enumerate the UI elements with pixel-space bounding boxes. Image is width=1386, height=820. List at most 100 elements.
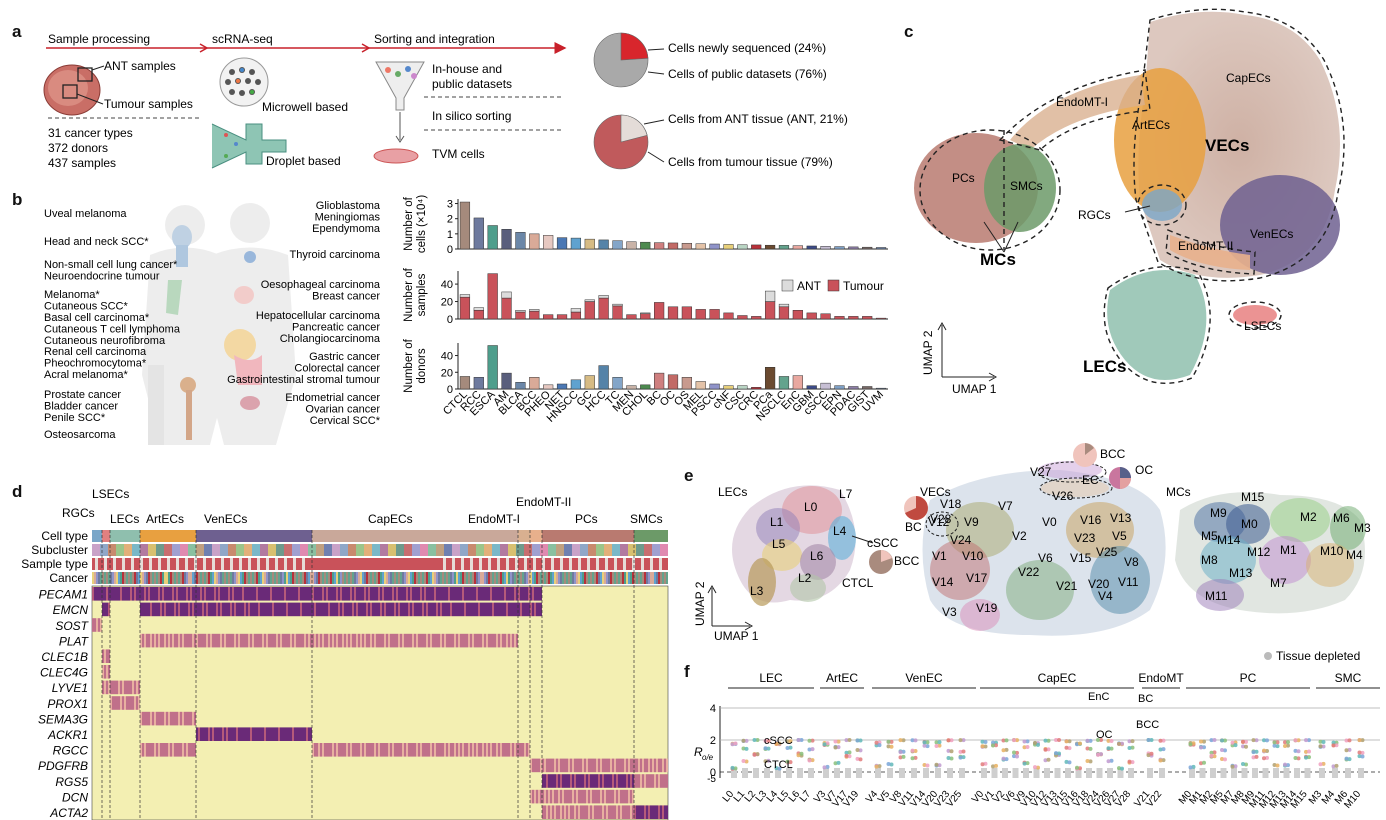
cancer-cell: [582, 572, 584, 584]
sampletype-cell: [662, 558, 665, 570]
subcluster-cell: [588, 544, 596, 556]
celltype-bar: [102, 530, 110, 542]
heatmap-cell: [258, 633, 260, 648]
cancer-cell: [508, 572, 510, 584]
vec-cluster-label: V24: [950, 533, 972, 547]
heatmap-cell: [324, 602, 326, 617]
roe-point: [1015, 738, 1019, 743]
roe-point: [1012, 738, 1016, 743]
bar: [792, 375, 803, 390]
sampletype-cell: [215, 558, 218, 570]
cancer-cell: [358, 572, 360, 584]
sampletype-cell: [149, 558, 152, 570]
heatmap-cell: [306, 633, 308, 648]
roe-point: [1318, 762, 1323, 767]
heatmap-cell: [558, 789, 560, 804]
sampletype-cell: [281, 558, 284, 570]
droplet-label: Droplet based: [266, 154, 341, 168]
roe-point: [913, 748, 918, 753]
depleted-bar: [845, 768, 851, 778]
cancer-cell: [330, 572, 332, 584]
roe-point: [1120, 741, 1124, 746]
bar-tumour: [640, 313, 651, 320]
heatmap-cell: [314, 602, 316, 617]
heatmap-cell: [548, 789, 550, 804]
cancer-label-left: Uveal melanoma: [44, 208, 127, 220]
heatmap-cell: [164, 602, 166, 617]
heatmap-cell: [510, 602, 512, 617]
heatmap-cell: [272, 602, 274, 617]
heatmap-cell: [418, 743, 420, 757]
heatmap-cell: [140, 711, 142, 726]
roe-point: [1075, 742, 1079, 747]
subcluster-cell: [484, 544, 492, 556]
roe-point: [1209, 738, 1214, 743]
cancer-cell: [190, 572, 192, 584]
sampletype-cell: [350, 558, 353, 570]
vec-cluster-label: V16: [1080, 513, 1102, 527]
cancer-cell: [534, 572, 536, 584]
heatmap-cell: [514, 587, 516, 601]
cancer-cell: [338, 572, 340, 584]
gene-label: RGS5: [55, 775, 88, 789]
bar-ant: [501, 291, 512, 299]
heatmap-cell: [604, 758, 606, 773]
heatmap-cell: [154, 587, 156, 601]
heatmap-cell: [214, 633, 216, 648]
heatmap-cell: [460, 602, 462, 617]
subcluster-cell: [220, 544, 228, 556]
mc-cluster-label: M15: [1241, 490, 1265, 504]
heatmap-cell: [444, 633, 446, 648]
heatmap-cell: [284, 633, 286, 648]
heatmap-cell: [630, 805, 632, 819]
roe-point: [1064, 739, 1069, 744]
mc-cluster-label: M6: [1333, 511, 1350, 525]
heatmap-cell: [288, 602, 290, 617]
cancer-cell: [172, 572, 174, 584]
heatmap-cell: [208, 587, 210, 601]
heatmap-cell: [104, 649, 106, 663]
heatmap-cell: [624, 789, 626, 804]
heatmap-cell: [410, 602, 412, 617]
roe-point: [796, 753, 801, 758]
cancer-label-left: Prostate cancer: [44, 389, 121, 401]
heatmap-cell: [530, 789, 532, 804]
roe-point: [1251, 755, 1256, 760]
depleted-bar: [947, 768, 953, 778]
roe-point: [1022, 745, 1027, 750]
heatmap-cell: [140, 602, 142, 617]
cancer-cell: [424, 572, 426, 584]
cancer-cell: [580, 572, 582, 584]
roe-point: [1209, 750, 1214, 755]
heatmap-cell: [190, 711, 192, 726]
cancer-cell: [516, 572, 518, 584]
heatmap-cell: [486, 743, 488, 757]
sampletype-cell: [659, 558, 662, 570]
cancer-cell: [192, 572, 194, 584]
cancer-label-right: Oesophageal carcinoma: [261, 279, 381, 291]
cancer-cell: [176, 572, 178, 584]
heatmap-cell: [404, 743, 406, 757]
heatmap-cell: [400, 743, 402, 757]
heatmap-cell: [428, 587, 430, 601]
heatmap-cell: [266, 727, 268, 741]
sampletype-cell: [569, 558, 572, 570]
heatmap-cell: [380, 633, 382, 648]
cancer-cell: [430, 572, 432, 584]
heatmap-cell: [218, 727, 220, 741]
heatmap-cell: [478, 602, 480, 617]
step-sample-processing: Sample processing: [48, 32, 150, 46]
sampletype-cell: [278, 558, 281, 570]
sampletype-cell: [284, 558, 287, 570]
roe-point: [994, 763, 998, 768]
roe-point: [1109, 738, 1114, 743]
cancer-cell: [412, 572, 414, 584]
heatmap-cell: [518, 587, 520, 601]
roe-point: [1046, 738, 1051, 743]
heatmap-cell: [428, 743, 430, 757]
heatmap-cell: [558, 774, 560, 788]
heatmap-cell: [494, 633, 496, 648]
heatmap-cell: [104, 665, 106, 679]
heatmap-cell: [372, 587, 374, 601]
